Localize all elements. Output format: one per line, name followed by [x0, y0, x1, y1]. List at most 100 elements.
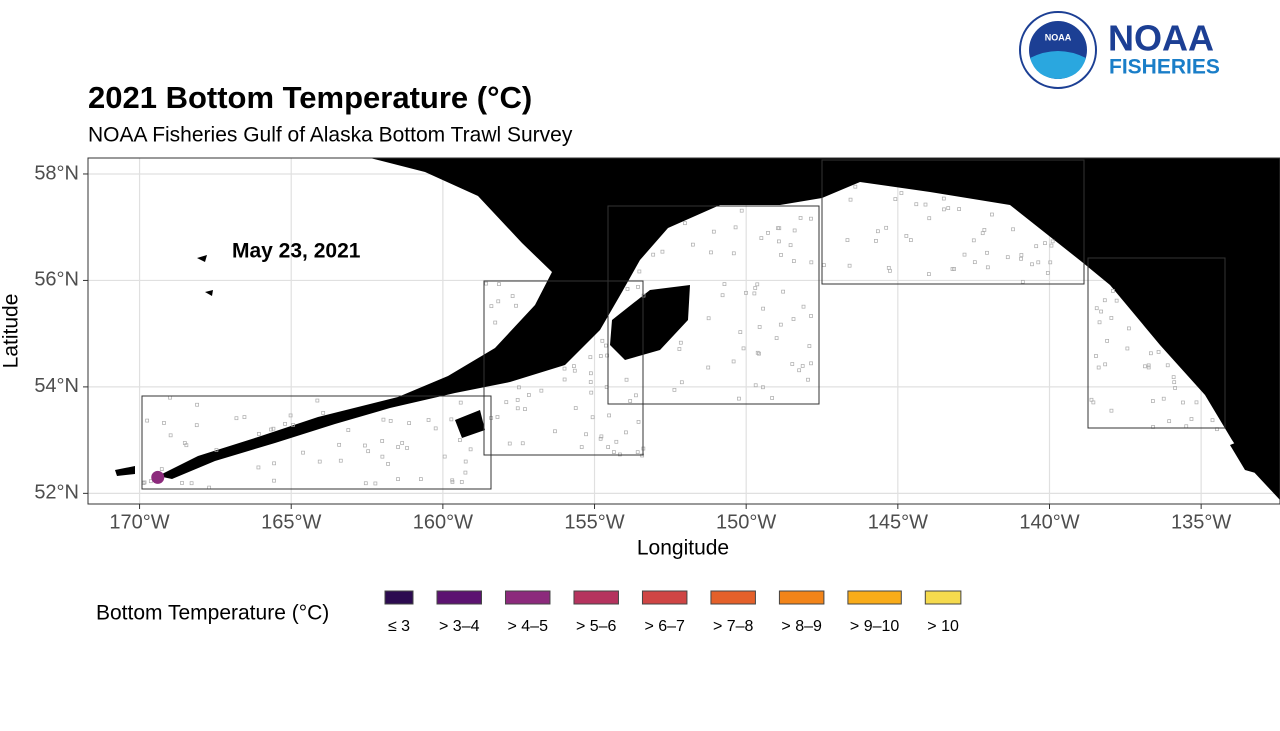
- station: [720, 293, 725, 298]
- station: [636, 285, 640, 289]
- axes: 170°W 165°W 160°W 155°W 150°W 145°W 140°W 135°W…: [34, 162, 1231, 533]
- logo-agency: NOAA: [1108, 18, 1214, 59]
- station: [691, 242, 695, 247]
- station: [600, 338, 605, 343]
- station: [145, 418, 150, 423]
- station: [957, 207, 961, 211]
- station: [741, 346, 746, 351]
- station: [1034, 244, 1039, 249]
- station: [706, 316, 711, 321]
- legend-label: > 5–6: [576, 618, 617, 635]
- station: [709, 250, 713, 255]
- legend-swatch: [504, 590, 551, 605]
- legend-label: > 4–5: [507, 618, 548, 635]
- station: [1161, 396, 1166, 401]
- station: [527, 393, 531, 397]
- station: [798, 216, 803, 220]
- station: [899, 191, 904, 195]
- station: [777, 226, 782, 231]
- station: [1165, 363, 1170, 368]
- station: [605, 353, 609, 358]
- legend-swatch: [924, 590, 962, 605]
- legend-swatch: [778, 590, 825, 605]
- station: [234, 416, 239, 421]
- station: [520, 441, 525, 446]
- station: [1105, 338, 1109, 343]
- station: [189, 481, 194, 486]
- station: [407, 421, 411, 425]
- title: 2021 Bottom Temperature (°C): [88, 80, 532, 115]
- station: [778, 322, 783, 327]
- station: [562, 366, 567, 371]
- station: [809, 216, 813, 221]
- subtitle: NOAA Fisheries Gulf of Alaska Bottom Tra…: [88, 124, 573, 147]
- station: [1099, 309, 1104, 314]
- station: [980, 231, 985, 236]
- station: [1019, 256, 1023, 261]
- station: [1111, 288, 1115, 293]
- station: [523, 407, 527, 411]
- station: [489, 304, 494, 309]
- station: [1146, 363, 1151, 368]
- x-tick-label: 155°W: [564, 511, 624, 533]
- seal-wave: [1030, 51, 1086, 79]
- station: [876, 229, 880, 234]
- station: [637, 269, 642, 274]
- station: [972, 260, 977, 265]
- station: [283, 422, 287, 426]
- station: [162, 421, 166, 425]
- y-tick-label: 52°N: [34, 482, 79, 504]
- station: [1048, 260, 1053, 265]
- legend-title: Bottom Temperature (°C): [96, 602, 329, 625]
- station: [1143, 364, 1147, 369]
- station: [660, 249, 665, 254]
- station: [419, 477, 423, 481]
- station: [515, 398, 520, 402]
- station: [853, 184, 858, 189]
- station: [683, 221, 687, 226]
- station: [737, 396, 741, 401]
- station: [1049, 243, 1054, 248]
- legend-label: ≤ 3: [388, 618, 410, 635]
- station: [380, 439, 385, 443]
- region-box: [607, 205, 820, 405]
- station: [614, 439, 619, 444]
- station: [641, 293, 646, 298]
- x-tick-label: 135°W: [1171, 511, 1231, 533]
- station: [845, 238, 850, 242]
- station: [1210, 418, 1215, 423]
- station: [625, 287, 630, 291]
- station: [971, 238, 976, 243]
- station: [792, 228, 797, 233]
- station: [315, 398, 320, 403]
- station: [288, 413, 293, 418]
- station: [806, 377, 810, 382]
- station: [338, 458, 343, 463]
- legend-label: > 7–8: [713, 618, 754, 635]
- legend-label: > 6–7: [644, 618, 685, 635]
- x-tick-label: 140°W: [1019, 511, 1079, 533]
- legend-swatch: [641, 590, 688, 605]
- station: [624, 430, 628, 435]
- station: [801, 304, 806, 309]
- land: [115, 158, 1280, 500]
- station: [800, 364, 805, 368]
- station: [781, 289, 785, 294]
- station: [1091, 400, 1096, 405]
- station: [1050, 239, 1055, 244]
- station: [761, 385, 765, 390]
- x-tick-label: 170°W: [109, 511, 169, 533]
- station: [927, 272, 931, 276]
- station: [777, 239, 781, 244]
- station: [1030, 262, 1034, 267]
- station: [636, 420, 641, 424]
- station: [985, 265, 990, 270]
- station: [1094, 354, 1098, 358]
- station: [589, 371, 593, 376]
- station: [884, 225, 889, 230]
- stations: [141, 184, 1219, 490]
- station: [635, 450, 640, 455]
- station: [1146, 365, 1151, 370]
- station: [579, 445, 584, 449]
- station: [1102, 298, 1107, 303]
